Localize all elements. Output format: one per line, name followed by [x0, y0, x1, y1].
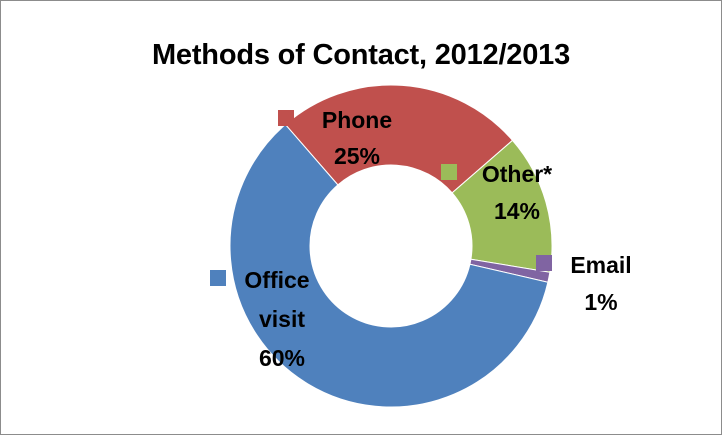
value-label-phone: 25% [334, 143, 380, 169]
value-label-email: 1% [584, 289, 617, 315]
category-label-office-visit-line2: visit [259, 306, 305, 332]
category-label-other: Other* [482, 161, 552, 187]
legend-key-other [441, 164, 457, 180]
category-label-phone: Phone [322, 107, 392, 133]
category-label-office-visit: Office [244, 267, 309, 293]
legend-key-phone [278, 110, 294, 126]
legend-key-email [536, 255, 552, 271]
chart-title: Methods of Contact, 2012/2013 [151, 39, 571, 71]
category-label-email: Email [570, 252, 631, 278]
value-label-office-visit: 60% [259, 345, 305, 371]
value-label-other: 14% [494, 198, 540, 224]
legend-key-office-visit [210, 270, 226, 286]
slice-office-visit [229, 123, 549, 408]
